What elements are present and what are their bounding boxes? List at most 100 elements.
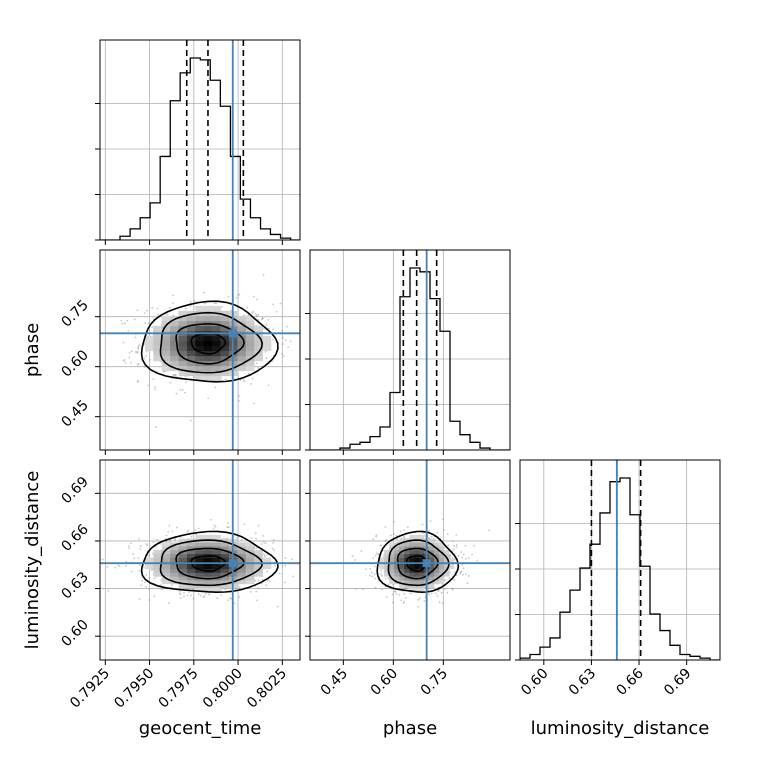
- density-cell: [178, 583, 188, 588]
- scatter-point: [192, 597, 195, 600]
- scatter-point: [262, 273, 265, 276]
- scatter-point: [272, 328, 275, 331]
- scatter-point: [214, 386, 217, 389]
- scatter-point: [202, 291, 205, 294]
- density-cell: [144, 565, 154, 570]
- scatter-point: [208, 593, 210, 596]
- scatter-point: [262, 534, 265, 537]
- scatter-point: [160, 579, 163, 582]
- scatter-point: [240, 538, 243, 541]
- density-cell: [161, 335, 171, 342]
- density-cell: [186, 576, 196, 581]
- density-cell: [220, 345, 230, 352]
- density-cell: [212, 375, 221, 382]
- density-cell: [419, 549, 425, 555]
- scatter-point: [117, 564, 120, 567]
- scatter-point: [268, 580, 271, 583]
- density-cell: [254, 340, 263, 347]
- density-cell: [237, 542, 247, 547]
- scatter-point: [168, 540, 171, 543]
- density-cell: [399, 568, 405, 573]
- density-cell: [399, 546, 405, 551]
- density-cell: [195, 340, 205, 347]
- scatter-point: [193, 376, 196, 379]
- scatter-point: [442, 518, 445, 521]
- scatter-point: [261, 317, 264, 320]
- scatter-point: [178, 592, 181, 594]
- scatter-point: [137, 557, 140, 560]
- density-cell: [237, 365, 247, 372]
- density-cell: [161, 553, 171, 558]
- scatter-point: [151, 306, 154, 309]
- density-cell: [384, 557, 390, 562]
- density-cell: [220, 572, 230, 577]
- scatter-point: [168, 306, 171, 309]
- scatter-point: [252, 402, 255, 405]
- panel-geocent_time-geocent_time: [95, 39, 301, 245]
- scatter-point: [268, 327, 270, 330]
- scatter-point: [132, 553, 134, 555]
- scatter-point: [476, 559, 479, 562]
- density-cell: [429, 549, 435, 555]
- scatter-point: [143, 357, 146, 360]
- density-cell: [245, 576, 255, 581]
- density-cell: [399, 553, 405, 558]
- density-cell: [237, 568, 247, 573]
- scatter-point: [442, 529, 445, 531]
- density-cell: [429, 572, 435, 577]
- scatter-point: [394, 591, 397, 593]
- density-cell: [254, 565, 263, 570]
- scatter-point: [243, 380, 246, 383]
- density-cell: [384, 553, 390, 558]
- scatter-point: [273, 539, 275, 541]
- density-cell: [419, 534, 425, 539]
- scatter-point: [234, 588, 237, 590]
- scatter-point: [351, 555, 354, 557]
- scatter-point: [190, 419, 192, 422]
- density-cell: [203, 549, 213, 555]
- density-cell: [394, 553, 400, 558]
- density-cell: [195, 335, 205, 342]
- scatter-point: [121, 322, 124, 325]
- density-cell: [389, 580, 395, 585]
- density-cell: [212, 320, 221, 327]
- density-cell: [399, 542, 405, 547]
- density-cell: [399, 565, 405, 570]
- scatter-point: [355, 588, 357, 590]
- scatter-point: [384, 526, 387, 529]
- scatter-point: [284, 581, 286, 584]
- scatter-point: [215, 302, 218, 304]
- density-cell: [414, 549, 420, 555]
- scatter-point: [128, 547, 131, 550]
- density-cell: [178, 335, 188, 342]
- scatter-point: [238, 586, 241, 589]
- density-cell: [429, 576, 435, 581]
- scatter-point: [145, 573, 148, 576]
- scatter-point: [137, 362, 140, 365]
- density-cell: [399, 538, 405, 543]
- scatter-point: [213, 302, 216, 305]
- scatter-point: [145, 543, 148, 545]
- density-cell: [153, 565, 163, 570]
- scatter-point: [265, 357, 268, 359]
- density-cell: [186, 360, 196, 367]
- scatter-point: [145, 309, 148, 312]
- scatter-point: [168, 524, 171, 527]
- xtick-label-geocent_time: 0.7975: [156, 666, 202, 712]
- scatter-point: [393, 520, 395, 523]
- scatter-point: [143, 312, 146, 315]
- density-cell: [203, 325, 213, 332]
- scatter-point: [380, 569, 383, 572]
- scatter-point: [278, 572, 281, 575]
- density-cell: [245, 345, 255, 352]
- scatter-point: [466, 582, 469, 585]
- scatter-point: [250, 383, 252, 385]
- density-cell: [212, 583, 221, 588]
- scatter-point: [372, 538, 375, 541]
- scatter-point: [194, 529, 197, 531]
- scatter-point: [266, 570, 269, 573]
- scatter-point: [224, 588, 227, 591]
- density-cell: [404, 546, 410, 551]
- scatter-point: [440, 591, 443, 594]
- scatter-point: [238, 596, 241, 599]
